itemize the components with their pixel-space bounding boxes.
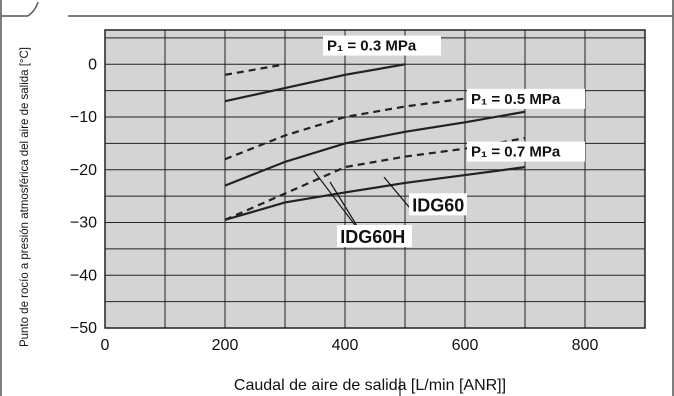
annotation-p07: P₁ = 0.7 MPa [471,144,561,161]
x-tick-label: 0 [101,337,110,354]
annotation-p03-bg [323,35,441,56]
annotation-p05: P₁ = 0.5 MPa [471,91,561,108]
x-tick-label: 600 [452,337,479,354]
series-line-0 [224,63,406,103]
plot-area [104,29,646,329]
y-tick-label: −40 [70,267,97,284]
y-axis-label: Punto de rocío a presión atmosférica del… [17,47,31,347]
y-tick-label: −30 [70,215,97,232]
y-tick-label: −50 [70,320,97,337]
annotation-p05-bg [467,88,585,109]
y-tick-label: 0 [88,56,97,73]
x-tick-label: 800 [572,337,599,354]
series-line-1 [224,63,286,76]
series-line-4 [224,166,526,221]
leader-idg60 [383,176,412,210]
x-tick-label: 400 [332,337,359,354]
leader-idg60h-a [313,170,364,237]
y-tick-label: −20 [70,162,97,179]
x-axis-label: Caudal de aire de salida [L/min [ANR]] [234,377,506,394]
annotation-p07-bg [467,141,585,162]
tick-labels: 0 200 400 600 800 0 −10 −20 −30 −40 −50 [70,56,599,354]
x-tick-label: 200 [212,337,239,354]
annotation-idg60h: IDG60H [340,227,405,247]
annotations: P₁ = 0.3 MPa P₁ = 0.5 MPa P₁ = 0.7 MPa IDG6… [313,35,585,247]
annotation-idg60: IDG60 [412,195,464,215]
annotation-idg60-bg [409,193,467,216]
y-tick-label: −10 [70,109,97,126]
series-line-2 [224,110,526,187]
annotation-idg60h-bg [337,224,412,247]
annotation-p03: P₁ = 0.3 MPa [327,38,417,55]
